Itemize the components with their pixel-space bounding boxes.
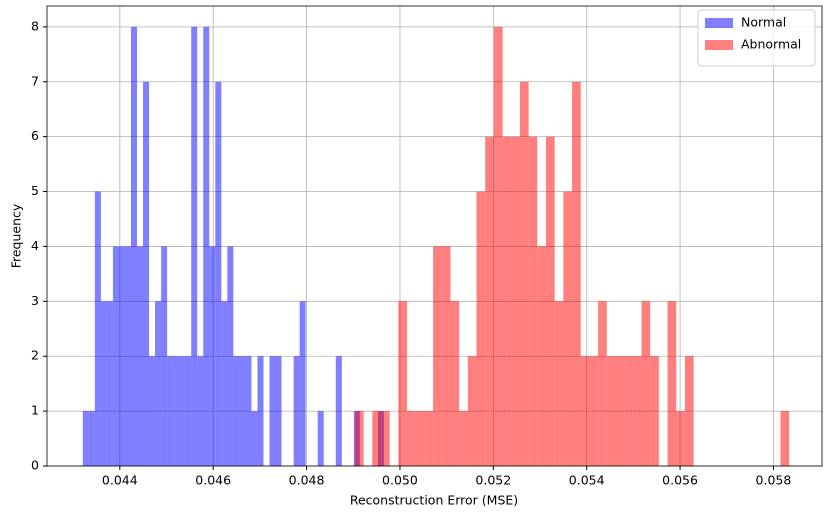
histogram-bar <box>293 356 300 466</box>
histogram-bar <box>179 356 186 466</box>
histogram-bar <box>615 356 625 466</box>
histogram-bar <box>632 356 642 466</box>
histogram-bar <box>203 26 210 466</box>
histogram-bar <box>118 246 125 466</box>
histogram-bar <box>580 356 590 466</box>
histogram-bar <box>239 356 246 466</box>
histogram-bar <box>167 356 174 466</box>
histogram-bar <box>161 246 168 466</box>
histogram-bar <box>467 356 477 466</box>
histogram-bar <box>380 411 390 466</box>
y-tick-label: 8 <box>31 18 39 33</box>
histogram-bar <box>407 411 416 466</box>
histogram-bar <box>780 411 790 466</box>
histogram-bar <box>554 301 564 466</box>
histogram-bar <box>299 301 306 466</box>
histogram-bar <box>459 411 468 466</box>
histogram-bar <box>433 246 442 466</box>
histogram-bar <box>233 356 240 466</box>
histogram-bar <box>667 301 677 466</box>
x-tick-label: 0.044 <box>102 473 138 488</box>
histogram-bar <box>606 356 616 466</box>
histogram-bar <box>317 411 324 466</box>
histogram-bar <box>215 81 222 466</box>
histogram-bar <box>197 356 204 466</box>
y-tick-label: 4 <box>31 238 39 253</box>
histogram-bar <box>130 26 138 466</box>
histogram-bar <box>372 411 381 466</box>
plot-frame <box>46 5 823 467</box>
histogram-bar <box>502 136 512 466</box>
y-tick-label: 2 <box>31 348 39 363</box>
histogram-bar <box>624 356 633 466</box>
histogram-bar <box>537 246 546 466</box>
histogram-bar <box>335 356 342 466</box>
histogram-bar <box>149 356 156 466</box>
y-tick-label: 6 <box>31 128 39 143</box>
histogram-bar <box>155 301 162 466</box>
x-tick-label: 0.054 <box>569 473 605 488</box>
histogram-bar <box>572 81 581 466</box>
histogram-bar <box>398 301 408 466</box>
legend-label: Normal <box>741 15 786 30</box>
legend-label: Abnormal <box>741 37 801 52</box>
y-axis-label: Frequency <box>9 203 24 268</box>
histogram-bar <box>684 356 694 466</box>
y-tick-label: 1 <box>31 403 39 418</box>
x-tick-label: 0.052 <box>475 473 511 488</box>
histogram-bar <box>227 246 234 466</box>
histogram-bar <box>94 191 101 466</box>
x-tick-label: 0.050 <box>382 473 418 488</box>
y-tick-label: 5 <box>31 183 39 198</box>
histogram-bar <box>100 301 107 466</box>
histogram-bar <box>275 356 282 466</box>
histogram-bar <box>137 246 144 466</box>
histogram-bar <box>173 356 180 466</box>
y-tick-label: 7 <box>31 73 39 88</box>
histogram-bar <box>221 301 228 466</box>
histogram-bar <box>441 246 451 466</box>
histogram-bar <box>185 356 192 466</box>
x-tick-label: 0.056 <box>662 473 698 488</box>
histogram-bar <box>545 136 555 466</box>
histogram-bar <box>676 411 685 466</box>
histogram-bar <box>598 301 607 466</box>
histogram-bar <box>650 356 659 466</box>
histogram-bar <box>415 411 425 466</box>
histogram-bar <box>191 26 198 466</box>
histogram-bar <box>641 301 651 466</box>
histogram-bar <box>257 356 264 466</box>
histogram-bar <box>251 411 258 466</box>
legend-swatch <box>705 18 733 28</box>
histogram-bar <box>450 301 460 466</box>
histogram-bar <box>106 301 113 466</box>
histogram-bar <box>124 246 131 466</box>
x-tick-label: 0.046 <box>195 473 231 488</box>
y-tick-label: 3 <box>31 293 39 308</box>
histogram-bar <box>209 246 216 466</box>
x-tick-label: 0.058 <box>756 473 792 488</box>
x-axis-label: Reconstruction Error (MSE) <box>350 493 518 508</box>
histogram-bar <box>511 136 520 466</box>
histogram-bar <box>519 81 529 466</box>
histogram-bar <box>269 356 276 466</box>
histogram-bar <box>476 191 486 466</box>
histogram-bar <box>112 246 119 466</box>
y-tick-label: 0 <box>31 458 39 473</box>
x-tick-label: 0.048 <box>289 473 325 488</box>
histogram-bar <box>528 136 538 466</box>
histogram-bar <box>485 136 494 466</box>
histogram-bar <box>82 411 89 466</box>
histogram-bar <box>88 411 95 466</box>
histogram-bar <box>143 81 150 466</box>
histogram-bar <box>354 411 364 466</box>
legend-swatch <box>705 40 733 50</box>
histogram-bar <box>245 356 252 466</box>
histogram-bar <box>589 356 599 466</box>
histogram-bar <box>493 26 503 466</box>
histogram-bar <box>424 411 434 466</box>
histogram-bar <box>563 191 573 466</box>
